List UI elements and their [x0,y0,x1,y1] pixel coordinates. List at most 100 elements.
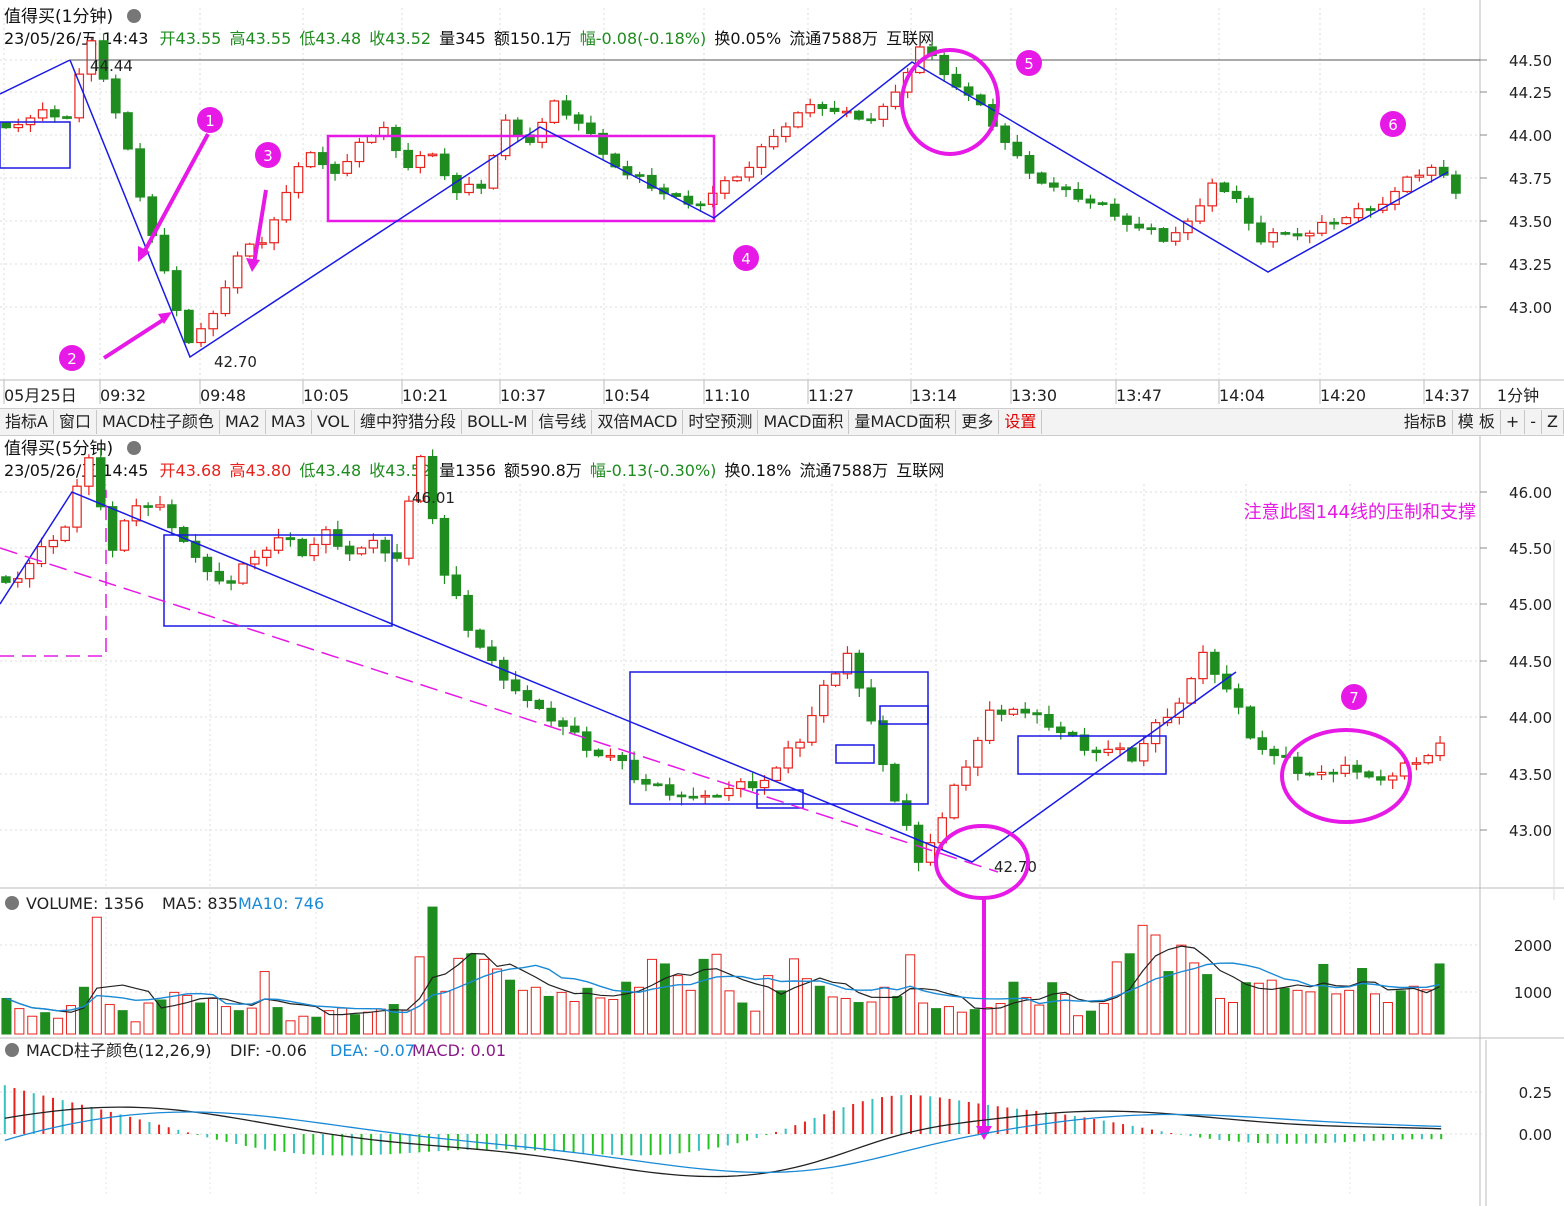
candle-body [1115,747,1125,751]
marker-1: 1 [205,112,215,130]
dropdown-icon[interactable] [127,9,141,23]
volume-bar [40,1012,51,1035]
x-tick-label: 05月25日 [4,386,77,405]
candle-body [695,203,706,207]
x-tick-label: 14:20 [1320,386,1366,405]
candle-body [1079,734,1090,751]
y-tick-label: 46.00 [1509,484,1552,502]
candle-body [1268,232,1279,243]
volume-bar [375,1008,386,1035]
candle-body [1293,756,1303,774]
volume-bar [685,989,696,1035]
toolbar-item[interactable]: 设置 [999,410,1043,434]
candle-body [297,538,307,557]
candle-body [961,766,971,786]
volume-bar [350,1014,361,1035]
candle-body [1256,222,1266,243]
volume-bar [272,1007,283,1035]
candle-body [244,243,255,257]
candle-body [641,778,651,785]
toolbar-right-item[interactable]: 指标B [1399,410,1453,434]
candle-body [829,107,840,112]
candle-body [736,781,746,790]
toolbar-item[interactable]: 窗口 [54,410,97,434]
toolbar-right-item[interactable]: - [1525,410,1543,434]
volume-bar [1085,1010,1096,1035]
toolbar-item[interactable]: MACD柱子颜色 [97,410,220,434]
candle-body [475,629,485,648]
candle-body [171,270,182,311]
candle-body [744,166,755,178]
volume-bar [14,1008,25,1035]
toolbar-right-item[interactable]: 模 板 [1453,410,1501,434]
toolbar-item[interactable]: BOLL-M [462,410,534,434]
marker-2: 2 [67,350,77,368]
candle-body [1451,174,1461,194]
candle-body [476,183,487,189]
ma10-label: MA10: 746 [238,894,324,913]
bottom-annotations: 46.01 42.70 注意此图144线的压制和支撑 7 [0,489,1476,1140]
y-tick-label: 2000 [1514,937,1552,955]
candle-body [1210,651,1220,675]
candle-body [771,767,782,782]
trend-line [0,59,71,95]
candle-body [1097,202,1108,205]
candle-body [558,720,568,727]
candle-body [817,104,828,110]
y-tick-label: 44.00 [1509,127,1552,145]
dropdown-icon[interactable] [127,441,141,455]
volume-bar [1124,953,1135,1035]
candle-body [305,152,316,168]
volume-bar [827,996,838,1035]
period-label[interactable]: 1分钟 [1497,386,1539,405]
toolbar-item[interactable]: 量MACD面积 [849,410,957,434]
volume-header: VOLUME: 1356 MA5: 835 MA10: 746 [5,894,324,913]
toolbar-item[interactable]: 信号线 [533,410,593,434]
candle-body [671,193,682,197]
candle-body [196,328,206,344]
volume-bar [1421,989,1432,1035]
candle-body [293,166,304,194]
y-tick-label: 44.25 [1509,84,1552,102]
candle-body [333,529,343,547]
toolbar-right-item[interactable]: Z [1542,410,1564,434]
toolbar-item[interactable]: 更多 [956,410,1000,434]
candle-body [427,455,438,520]
toolbar-item[interactable]: 指标A [0,410,54,434]
highlight-circle [900,48,1000,156]
dropdown-icon [5,896,19,910]
volume-bar [1395,990,1406,1035]
candle-body [110,78,121,114]
toolbar-item[interactable]: MACD面积 [758,410,850,434]
volume-bar [672,975,683,1035]
volume-bar [1318,963,1329,1035]
volume-bar [401,1009,412,1035]
candle-body [1387,775,1398,781]
dea-line [4,1111,1442,1174]
candle-body [795,741,805,749]
candle-body [949,784,959,819]
volume-bar [956,1011,967,1035]
toolbar-item[interactable]: 缠中狩猎分段 [355,410,462,434]
toolbar-right-item[interactable]: + [1501,410,1526,434]
candle-body [707,192,718,205]
toolbar-item[interactable]: MA3 [266,410,312,434]
note-text: 注意此图144线的压制和支撑 [1244,502,1476,523]
candle-body [780,126,791,138]
candle-body [747,781,758,789]
candle-body [890,763,900,802]
toolbar-item[interactable]: MA2 [220,410,266,434]
candle-body [37,109,48,119]
dif-label: DIF: -0.06 [230,1041,307,1060]
candle-body [570,725,580,733]
marker-6: 6 [1388,116,1398,134]
candle-body [13,124,24,129]
x-tick-label: 13:30 [1011,386,1057,405]
toolbar-item[interactable]: 时空预测 [683,410,759,434]
volume-bar [1215,997,1226,1035]
toolbar-item[interactable]: VOL [312,410,355,434]
x-tick-label: 13:47 [1116,386,1162,405]
candle-body [664,784,675,796]
candle-body [720,180,730,194]
toolbar-item[interactable]: 双倍MACD [592,410,684,434]
